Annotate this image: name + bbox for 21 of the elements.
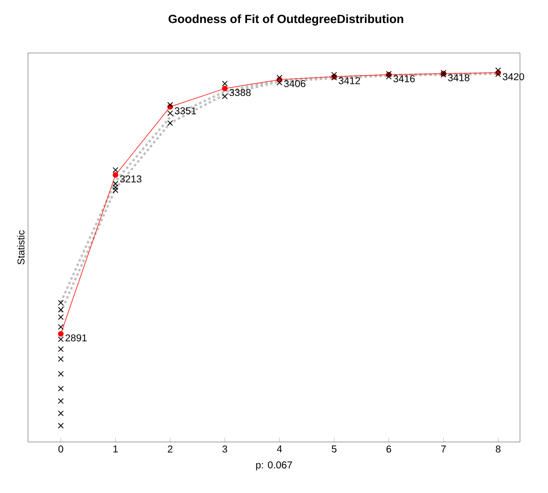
x-tick-label: 3: [222, 446, 228, 453]
x-tick-label: 7: [441, 446, 446, 452]
x-tick-label: 4: [276, 446, 282, 452]
data-label: 3213: [120, 175, 142, 182]
data-label: 3406: [284, 80, 306, 88]
x-tick-label: 6: [386, 446, 392, 453]
data-label: 3416: [393, 75, 415, 82]
y-axis-title: Statistic: [17, 230, 24, 264]
x-tick-label: 2: [168, 446, 172, 452]
x-tick-label: 5: [332, 446, 336, 452]
data-label: 3412: [338, 77, 360, 84]
data-label: 3351: [174, 107, 196, 114]
data-label: 3420: [502, 73, 524, 80]
data-label: 2891: [66, 334, 87, 342]
data-label: 3418: [448, 74, 470, 82]
x-tick-label: 1: [113, 446, 118, 452]
x-tick-label: 8: [496, 446, 500, 453]
x-tick-label: 0: [58, 446, 64, 453]
data-label: 3388: [229, 89, 251, 96]
chart-title: Goodness of Fit of OutdegreeDistribution: [168, 14, 404, 26]
x-axis-title: p: 0.067: [256, 461, 292, 470]
